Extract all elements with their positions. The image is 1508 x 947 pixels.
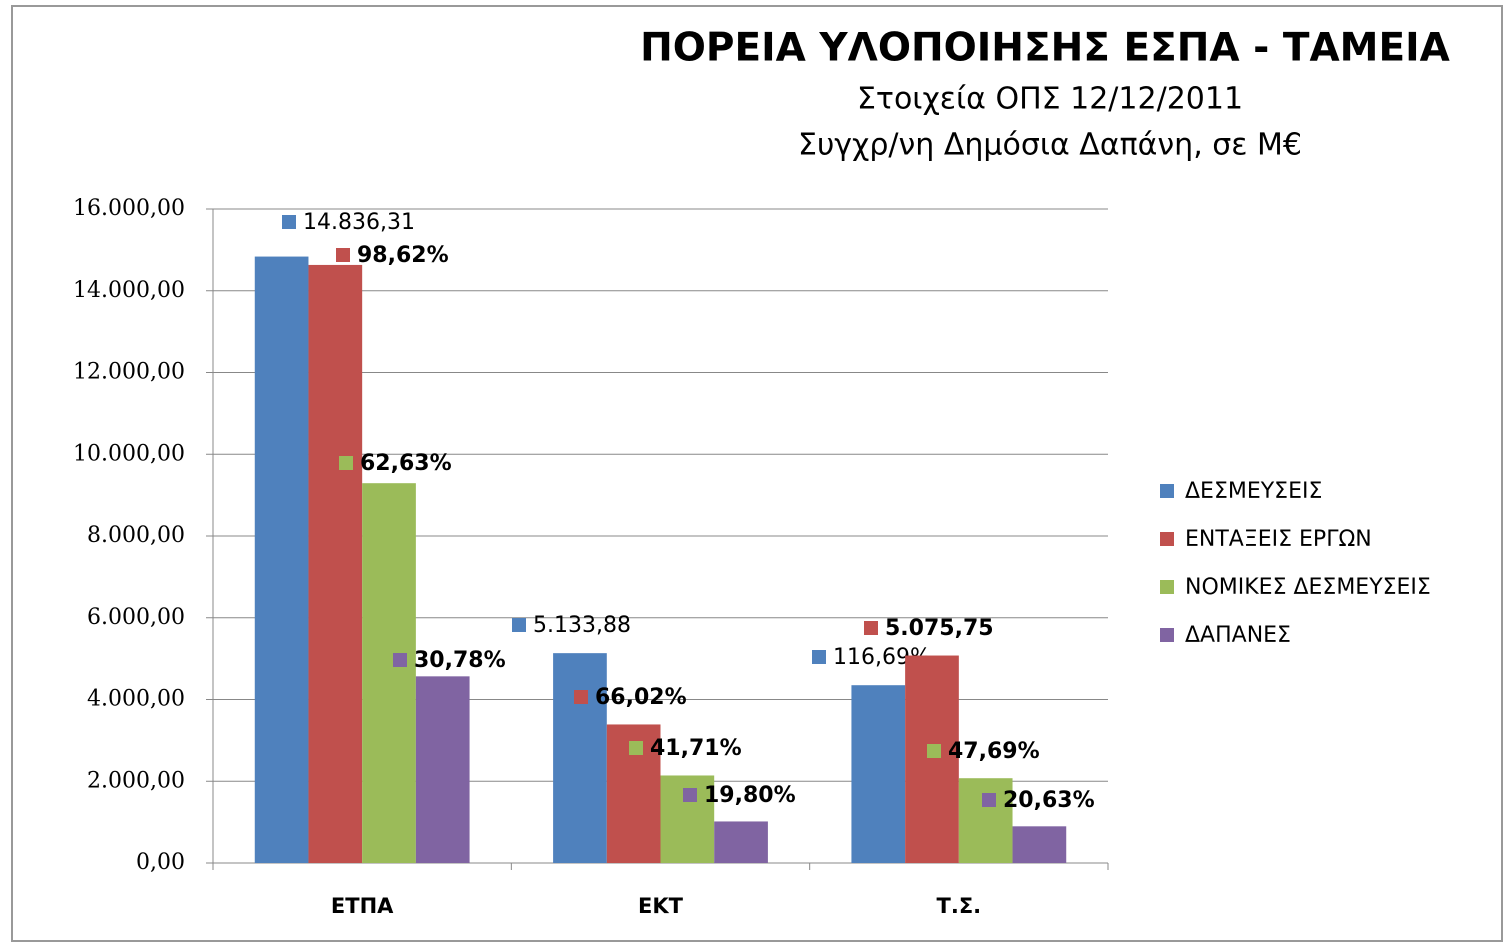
chart-title: ΠΟΡΕΙΑ ΥΛΟΠΟΙΗΣΗΣ ΕΣΠΑ - ΤΑΜΕΙΑ	[640, 26, 1450, 71]
y-tick-label: 2.000,00	[87, 768, 185, 793]
data-label: 66,02%	[595, 685, 687, 710]
bar	[1012, 826, 1067, 863]
legend-key	[1160, 580, 1174, 594]
bar	[851, 685, 906, 863]
legend-label: ΝΟΜΙΚΕΣ ΔΕΣΜΕΥΣΕΙΣ	[1185, 575, 1431, 600]
data-label: 62,63%	[360, 451, 452, 476]
data-label-key	[927, 744, 941, 758]
data-label: 5.075,75	[885, 616, 994, 641]
data-label: 14.836,31	[303, 210, 415, 235]
data-label-key	[574, 690, 588, 704]
bar	[308, 264, 363, 863]
data-label: 5.133,88	[533, 613, 631, 638]
x-tick-label: ΕΤΠΑ	[331, 894, 394, 918]
data-label-key	[683, 788, 697, 802]
bar	[254, 256, 309, 864]
chart-subtitle: Συγχρ/νη Δημόσια Δαπάνη, σε Μ€	[798, 128, 1302, 163]
data-label-key	[339, 456, 353, 470]
data-label: 41,71%	[650, 736, 742, 761]
y-tick-label: 8.000,00	[87, 523, 185, 548]
bar	[553, 653, 607, 863]
bar	[905, 655, 959, 863]
data-label-key	[982, 793, 996, 807]
data-label-key	[512, 618, 526, 632]
x-tick-label: Τ.Σ.	[937, 894, 982, 918]
bar	[714, 821, 768, 863]
bar	[958, 778, 1013, 863]
data-label-key	[629, 741, 643, 755]
chart-subtitle: Στοιχεία ΟΠΣ 12/12/2011	[857, 82, 1243, 117]
data-label-key	[812, 650, 826, 664]
legend-key	[1160, 532, 1174, 546]
x-tick-label: ΕΚΤ	[638, 894, 684, 918]
y-tick-label: 0,00	[136, 850, 185, 875]
legend-key	[1160, 484, 1174, 498]
legend-label: ΔΕΣΜΕΥΣΕΙΣ	[1185, 479, 1322, 504]
y-tick-label: 10.000,00	[73, 441, 185, 466]
data-label-key	[393, 653, 407, 667]
legend-label: ΔΑΠΑΝΕΣ	[1185, 623, 1291, 648]
data-label-key	[282, 215, 296, 229]
data-label: 30,78%	[414, 648, 506, 673]
legend-key	[1160, 628, 1174, 642]
data-label-key	[336, 248, 350, 262]
y-tick-label: 6.000,00	[87, 605, 185, 630]
y-tick-label: 14.000,00	[73, 278, 185, 303]
data-label: 20,63%	[1003, 788, 1095, 813]
y-tick-label: 16.000,00	[73, 196, 185, 221]
bar	[415, 676, 470, 863]
legend-label: ΕΝΤΑΞΕΙΣ ΕΡΓΩΝ	[1185, 527, 1372, 552]
data-label-key	[864, 621, 878, 635]
data-label: 98,62%	[357, 243, 449, 268]
y-tick-label: 4.000,00	[87, 687, 185, 712]
data-label: 19,80%	[704, 783, 796, 808]
data-label: 47,69%	[948, 739, 1040, 764]
y-tick-label: 12.000,00	[73, 360, 185, 385]
bar	[362, 483, 416, 863]
